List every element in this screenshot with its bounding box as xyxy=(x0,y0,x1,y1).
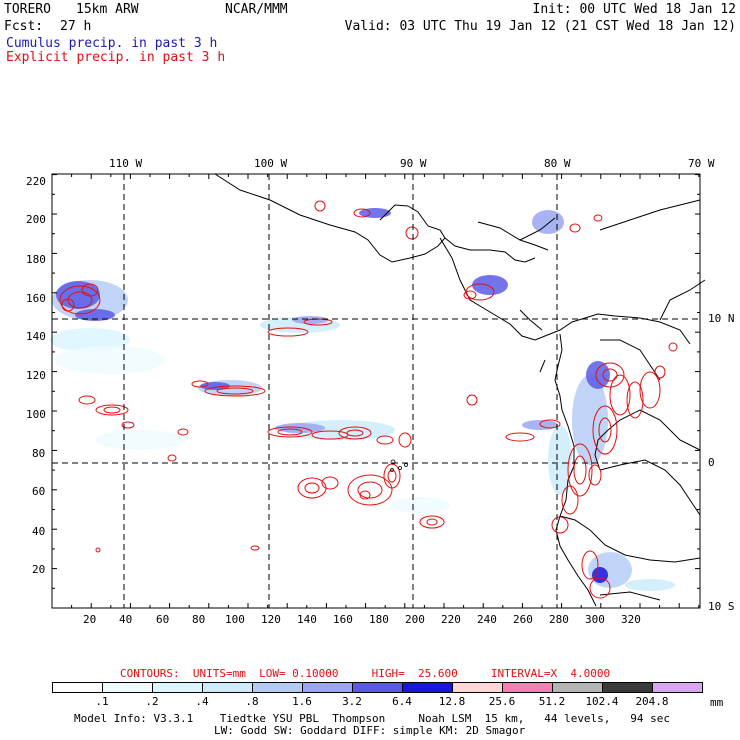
y-tick: 120 xyxy=(26,369,46,382)
y-tick: 200 xyxy=(26,213,46,226)
x-tick: 100 xyxy=(225,613,245,626)
colorbar-swatch xyxy=(302,682,353,693)
y-tick: 180 xyxy=(26,253,46,266)
colorbar-level-label: 25.6 xyxy=(488,695,516,708)
x-tick: 280 xyxy=(549,613,569,626)
y-tick: 220 xyxy=(26,175,46,188)
colorbar-swatch xyxy=(352,682,403,693)
colorbar-level-label: .4 xyxy=(195,695,209,708)
colorbar-level-label: 51.2 xyxy=(538,695,566,708)
lat-label-0: 0 xyxy=(708,456,715,469)
x-tick: 20 xyxy=(83,613,97,626)
colorbar-level-label: 1.6 xyxy=(292,695,312,708)
colorbar-swatch xyxy=(402,682,453,693)
x-tick: 60 xyxy=(156,613,170,626)
x-tick: 220 xyxy=(441,613,461,626)
resolution: 15km ARW xyxy=(76,2,139,17)
colorbar-swatch xyxy=(602,682,653,693)
x-tick: 80 xyxy=(192,613,206,626)
colorbar-swatch xyxy=(252,682,303,693)
x-tick: 40 xyxy=(119,613,133,626)
x-tick: 120 xyxy=(261,613,281,626)
lon-label-80w: 80 W xyxy=(544,157,571,170)
y-tick: 160 xyxy=(26,292,46,305)
y-tick: 40 xyxy=(32,525,46,538)
colorbar-swatch xyxy=(652,682,703,693)
cumulus-legend: Cumulus precip. in past 3 h xyxy=(6,36,218,51)
colorbar-level-label: .8 xyxy=(245,695,259,708)
model-info: Model Info: V3.3.1 Tiedtke YSU PBL Thomp… xyxy=(74,712,671,725)
colorbar-swatch xyxy=(152,682,203,693)
model-info-physics: LW: Godd SW: Goddard DIFF: simple KM: 2D… xyxy=(214,724,526,737)
y-tick: 100 xyxy=(26,408,46,421)
fcst-value: 27 h xyxy=(60,19,92,34)
colorbar-unit: mm xyxy=(710,696,724,709)
lat-label-10s: 10 S xyxy=(708,600,735,613)
colorbar-swatch xyxy=(202,682,253,693)
x-tick: 240 xyxy=(477,613,497,626)
cumulus-shading xyxy=(50,208,675,591)
x-tick: 260 xyxy=(513,613,533,626)
colorbar-level-label: .2 xyxy=(145,695,159,708)
colorbar-level-label: 12.8 xyxy=(438,695,466,708)
colorbar-level-label: 102.4 xyxy=(585,695,619,708)
colorbar-swatch xyxy=(102,682,153,693)
coastlines xyxy=(214,173,706,607)
y-tick: 140 xyxy=(26,330,46,343)
institution: NCAR/MMM xyxy=(225,2,288,17)
colorbar-swatch xyxy=(52,682,103,693)
explicit-contours xyxy=(59,200,678,599)
lon-label-90w: 90 W xyxy=(400,157,427,170)
colorbar-level-label: 204.8 xyxy=(635,695,669,708)
y-tick: 60 xyxy=(32,485,46,498)
colorbar-level-label: 6.4 xyxy=(392,695,412,708)
init-time: Init: 00 UTC Wed 18 Jan 12 xyxy=(532,2,737,17)
valid-time: Valid: 03 UTC Thu 19 Jan 12 (21 CST Wed … xyxy=(344,19,736,34)
x-tick: 200 xyxy=(405,613,425,626)
gulf-islands xyxy=(390,459,408,472)
y-tick: 20 xyxy=(32,563,46,576)
latlon-grid xyxy=(52,174,700,608)
x-tick: 300 xyxy=(585,613,605,626)
colorbar-level-label: 3.2 xyxy=(342,695,362,708)
colorbar-level-label: .1 xyxy=(95,695,109,708)
explicit-legend: Explicit precip. in past 3 h xyxy=(6,50,226,65)
x-tick: 320 xyxy=(621,613,641,626)
lon-label-110w: 110 W xyxy=(109,157,143,170)
lon-label-100w: 100 W xyxy=(254,157,288,170)
y-tick: 80 xyxy=(32,447,46,460)
colorbar-swatch xyxy=(552,682,603,693)
contour-info: CONTOURS: UNITS=mm LOW= 0.10000 HIGH= 25… xyxy=(120,667,611,680)
x-tick: 160 xyxy=(333,613,353,626)
x-tick: 180 xyxy=(369,613,389,626)
x-tick: 140 xyxy=(297,613,317,626)
lat-label-10n: 10 N xyxy=(708,312,735,325)
colorbar-swatch xyxy=(502,682,553,693)
colorbar-swatch xyxy=(452,682,503,693)
lon-label-70w: 70 W xyxy=(688,157,715,170)
fcst-label: Fcst: xyxy=(4,19,44,34)
run-name: TORERO xyxy=(4,2,51,17)
